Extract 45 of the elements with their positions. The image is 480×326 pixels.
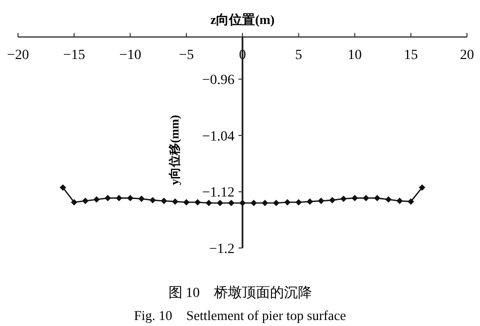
x-tick-label: 5 <box>295 48 302 63</box>
point <box>82 198 89 204</box>
point <box>295 199 302 206</box>
text: 图 10 桥墩顶面的沉降 <box>168 285 312 301</box>
point <box>418 184 426 191</box>
point <box>239 200 246 206</box>
point <box>60 184 66 191</box>
point <box>93 196 100 203</box>
point <box>352 194 358 202</box>
point <box>194 199 201 206</box>
y-tick-label: −1.12 <box>202 186 234 201</box>
point <box>206 200 212 206</box>
point <box>160 198 168 204</box>
point <box>116 194 122 202</box>
y-tick-label: −0.96 <box>202 73 234 88</box>
point <box>127 194 134 202</box>
point <box>70 199 78 206</box>
x-tick-label: 15 <box>404 48 418 63</box>
x-tick-label: 20 <box>460 48 474 63</box>
point <box>306 198 314 205</box>
point <box>374 194 380 202</box>
x-tick-label: −15 <box>63 48 86 63</box>
point <box>385 196 392 203</box>
point <box>284 199 291 206</box>
x-axis-title: z向位置(m) <box>210 12 275 27</box>
x-tick-label: 10 <box>348 48 362 63</box>
y-tick-label: −1.04 <box>202 129 234 144</box>
y-axis-title: y向位移(mm) <box>168 115 182 185</box>
point <box>362 194 370 202</box>
point <box>150 196 156 204</box>
point <box>183 199 190 206</box>
x-tick-label: −20 <box>7 48 29 63</box>
point <box>172 198 178 205</box>
point <box>272 200 280 206</box>
x-tick-label: −10 <box>119 48 142 63</box>
point <box>408 198 414 205</box>
point <box>396 198 403 204</box>
point <box>104 194 111 202</box>
point <box>318 198 324 204</box>
y-tick-label: −1.2 <box>209 242 234 257</box>
x-tick-label: −5 <box>178 48 194 63</box>
point <box>216 200 224 206</box>
text: Fig. 10 Settlement of pier top surface <box>134 308 346 323</box>
point <box>262 200 268 206</box>
point <box>329 196 336 204</box>
